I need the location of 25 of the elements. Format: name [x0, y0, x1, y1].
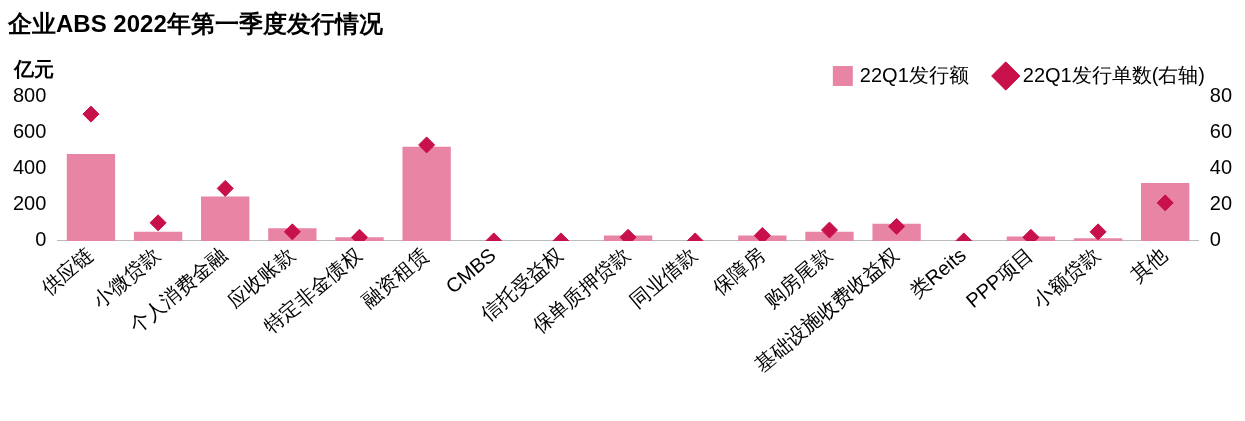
y-tick-label: 400 — [12, 155, 47, 178]
point — [216, 179, 234, 197]
x-tick-label: 其他 — [1126, 243, 1172, 287]
point — [753, 226, 771, 241]
bar — [201, 196, 250, 241]
chart-title: 企业ABS 2022年第一季度发行情况 — [8, 9, 383, 39]
legend-label: 22Q1发行额 — [859, 63, 969, 86]
legend-label: 22Q1发行单数(右轴) — [1022, 63, 1205, 86]
y2-tick-label: 0 — [1209, 228, 1221, 251]
y2-tick-label: 20 — [1209, 192, 1232, 215]
y-tick-label: 600 — [12, 119, 47, 142]
y-axis-title: 亿元 — [13, 57, 54, 80]
bar — [402, 146, 451, 241]
bar — [1073, 238, 1123, 241]
bar — [66, 153, 116, 241]
y-tick-label: 0 — [35, 228, 47, 251]
y2-tick-label: 40 — [1209, 155, 1232, 178]
bar — [133, 231, 183, 241]
y2-tick-label: 60 — [1209, 119, 1232, 142]
y-tick-label: 200 — [12, 192, 47, 215]
point — [82, 105, 100, 123]
y-tick-label: 800 — [12, 83, 47, 106]
bar — [1141, 182, 1190, 241]
y2-tick-label: 80 — [1209, 83, 1232, 106]
point — [418, 136, 436, 154]
